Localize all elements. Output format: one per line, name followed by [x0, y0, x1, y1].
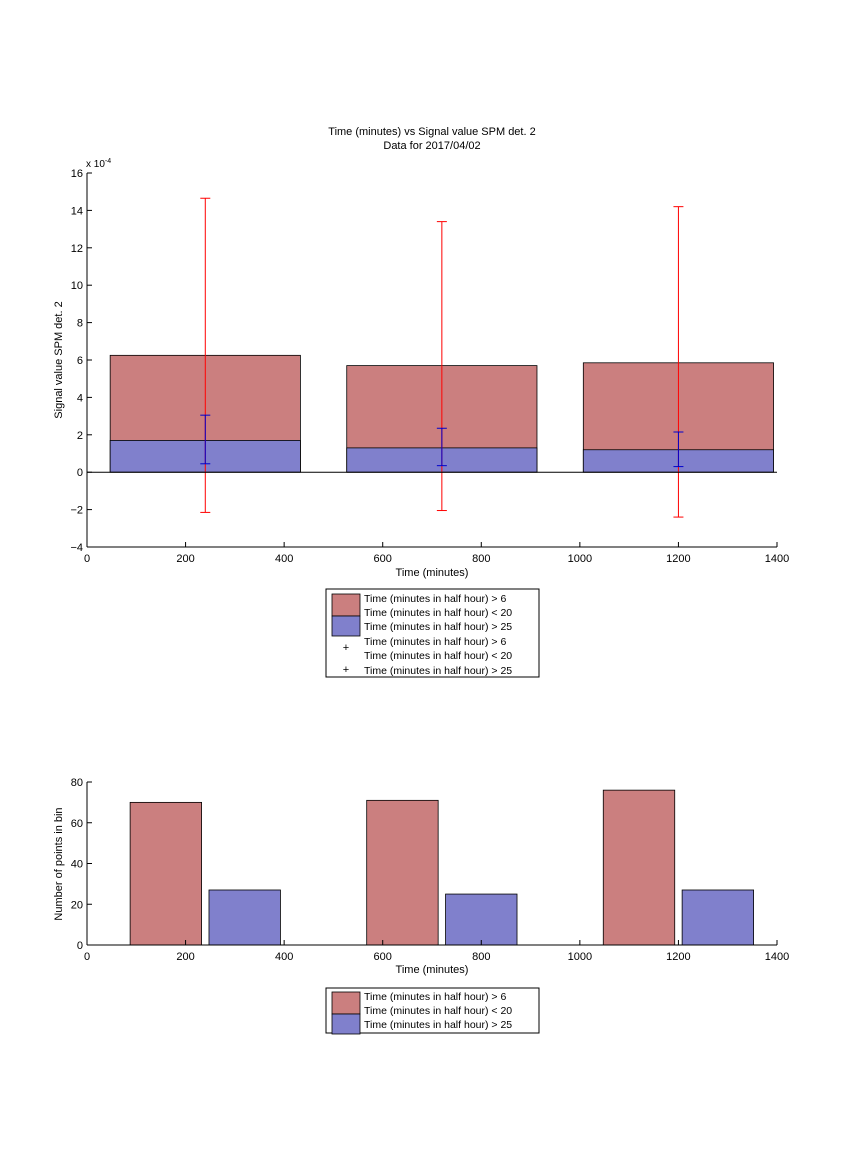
y-tick-label: 6	[77, 355, 83, 367]
legend: Time (minutes in half hour) > 6 Time (mi…	[325, 588, 540, 678]
y-tick-label: 2	[77, 430, 83, 442]
y-tick-label: −4	[70, 542, 83, 554]
y-tick-label: 0	[77, 940, 83, 952]
x-axis-label: Time (minutes)	[396, 567, 469, 579]
y-exponent-label: x 10-4	[86, 158, 111, 170]
x-tick-label: 600	[374, 553, 392, 565]
x-tick-label: 600	[374, 951, 392, 963]
x-tick-label: 1000	[568, 951, 592, 963]
x-tick-label: 1200	[666, 553, 690, 565]
errorbars-layer	[200, 197, 684, 518]
x-tick-label: 200	[176, 553, 194, 565]
axes-layer: −4 −2 0 2 4 6 8 10 12 14 16 0 200 400 600 800 1000 1200 14…	[70, 168, 789, 565]
y-tick-label: 40	[71, 859, 83, 871]
bar	[366, 799, 439, 946]
x-axis-label: Time (minutes)	[396, 964, 469, 976]
legend-marker-blue: +	[343, 664, 349, 676]
bar	[602, 789, 676, 946]
bar	[129, 801, 202, 946]
chart-title-line-2: Data for 2017/04/02	[383, 140, 480, 152]
bar	[681, 889, 754, 946]
y-tick-label: −2	[70, 505, 83, 517]
x-tick-label: 800	[472, 553, 490, 565]
y-exponent-power: -4	[105, 158, 111, 165]
legend-marker-red: +	[343, 642, 349, 654]
y-tick-label: 0	[77, 467, 83, 479]
x-tick-label: 1400	[765, 553, 789, 565]
y-tick-label: 10	[71, 280, 83, 292]
y-tick-label: 80	[71, 777, 83, 789]
x-tick-label: 400	[275, 553, 293, 565]
y-exponent-base: x 10	[86, 159, 105, 170]
x-tick-label: 1000	[568, 553, 592, 565]
legend-swatch-red	[331, 593, 361, 617]
bar	[208, 889, 281, 946]
legend-label: Time (minutes in half hour) > 25	[364, 1019, 512, 1031]
x-tick-label: 400	[275, 951, 293, 963]
legend-label: Time (minutes in half hour) > 6	[364, 636, 506, 648]
y-axis-label: Number of points in bin	[53, 807, 65, 920]
legend-box	[325, 987, 540, 1034]
y-tick-label: 20	[71, 899, 83, 911]
y-tick-label: 12	[71, 243, 83, 255]
x-tick-label: 800	[472, 951, 490, 963]
y-tick-label: 14	[71, 205, 83, 217]
y-tick-label: 16	[71, 168, 83, 180]
y-tick-label: 4	[77, 392, 83, 404]
x-tick-label: 0	[84, 553, 90, 565]
legend-label: Time (minutes in half hour) > 6	[364, 991, 506, 1003]
signal-chart: Time (minutes) vs Signal value SPM det. …	[53, 126, 789, 678]
legend-label: Time (minutes in half hour) > 6	[364, 593, 506, 605]
legend-label: Time (minutes in half hour) > 25	[364, 621, 512, 633]
legend-label: Time (minutes in half hour) < 20	[364, 1005, 512, 1017]
x-tick-label: 200	[176, 951, 194, 963]
legend-swatch-blue	[331, 1013, 361, 1035]
bars-layer	[129, 789, 754, 946]
legend-label: Time (minutes in half hour) < 20	[364, 650, 512, 662]
y-axis-label: Signal value SPM det. 2	[53, 301, 65, 418]
chart-title-line-1: Time (minutes) vs Signal value SPM det. …	[328, 126, 535, 138]
legend-swatch-red	[331, 991, 361, 1015]
x-tick-label: 1400	[765, 951, 789, 963]
legend-box	[325, 588, 540, 678]
legend-label: Time (minutes in half hour) > 25	[364, 665, 512, 677]
y-tick-label: 60	[71, 818, 83, 830]
y-tick-label: 8	[77, 318, 83, 330]
legend: Time (minutes in half hour) > 6 Time (mi…	[325, 987, 540, 1035]
x-tick-label: 0	[84, 951, 90, 963]
x-tick-label: 1200	[666, 951, 690, 963]
legend-swatch-blue	[331, 615, 361, 637]
bar	[445, 893, 518, 946]
legend-label: Time (minutes in half hour) < 20	[364, 607, 512, 619]
